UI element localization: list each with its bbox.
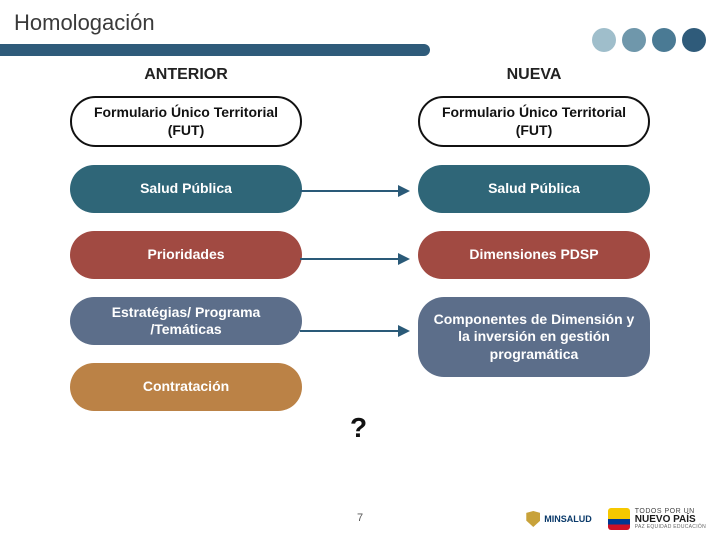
- logo-minsalud: MINSALUD: [526, 511, 592, 527]
- column-anterior: ANTERIOR Formulario Único Territorial (F…: [36, 66, 336, 429]
- left-pill: Estratégias/ Programa /Temáticas: [70, 297, 302, 345]
- page-number: 7: [357, 512, 363, 524]
- question-mark: ?: [350, 412, 367, 444]
- mapping-diagram: ANTERIOR Formulario Único Territorial (F…: [0, 66, 720, 429]
- logo-nuevo-pais: TODOS POR UN NUEVO PAÍS PAZ EQUIDAD EDUC…: [608, 508, 706, 530]
- shield-icon: [526, 511, 540, 527]
- flag-icon: [608, 508, 630, 530]
- title-underline: [0, 44, 430, 56]
- header-dots: [592, 28, 706, 52]
- right-pill: Dimensiones PDSP: [418, 231, 650, 279]
- right-pill: Formulario Único Territorial (FUT): [418, 96, 650, 147]
- pais-sub: PAZ EQUIDAD EDUCACIÓN: [635, 525, 706, 530]
- footer-logos: MINSALUD TODOS POR UN NUEVO PAÍS PAZ EQU…: [526, 508, 706, 530]
- column-nueva: NUEVA Formulario Único Territorial (FUT)…: [384, 66, 684, 429]
- page-title: Homologación: [14, 10, 155, 36]
- column-header-right: NUEVA: [507, 66, 562, 84]
- minsalud-text: MINSALUD: [544, 514, 592, 524]
- dot-icon: [622, 28, 646, 52]
- right-pill: Componentes de Dimensión y la inversión …: [418, 297, 650, 377]
- arrow-icon: [300, 258, 408, 260]
- arrow-icon: [300, 190, 408, 192]
- arrow-icon: [300, 330, 408, 332]
- left-pill: Salud Pública: [70, 165, 302, 213]
- column-header-left: ANTERIOR: [144, 66, 228, 84]
- right-pill: Salud Pública: [418, 165, 650, 213]
- left-pill: Prioridades: [70, 231, 302, 279]
- dot-icon: [682, 28, 706, 52]
- dot-icon: [652, 28, 676, 52]
- dot-icon: [592, 28, 616, 52]
- left-pill: Formulario Único Territorial (FUT): [70, 96, 302, 147]
- left-pill: Contratación: [70, 363, 302, 411]
